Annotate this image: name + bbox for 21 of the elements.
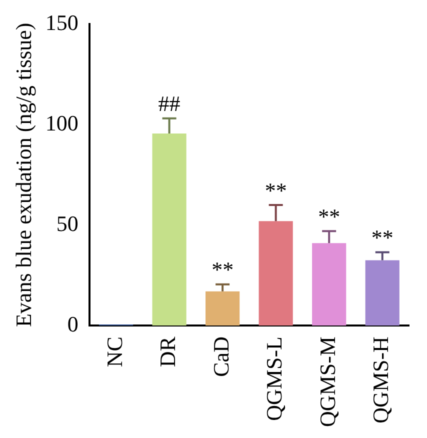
y-tick-label: 50: [56, 210, 78, 236]
annotation: **: [371, 224, 394, 250]
bar: [206, 291, 240, 326]
annotation: **: [264, 178, 287, 203]
y-tick-label: 150: [45, 10, 78, 35]
x-tick-label: QGMS-L: [262, 336, 287, 421]
y-tick-label: 100: [45, 110, 78, 136]
bar: [365, 260, 400, 326]
bar: [312, 243, 346, 326]
x-tick-label: QGMS-M: [314, 336, 340, 428]
bar: [152, 133, 186, 326]
annotation: **: [318, 204, 340, 229]
y-axis-title: Evans blue exudation (ng/g tissue): [10, 22, 36, 328]
x-tick-label: NC: [102, 336, 127, 368]
annotation: ##: [158, 91, 180, 116]
y-tick-label: 0: [67, 311, 78, 336]
annotation: **: [212, 257, 234, 282]
bar: [258, 221, 293, 326]
x-tick-label: QGMS-H: [368, 336, 394, 424]
x-tick-label: DR: [155, 336, 180, 368]
x-tick-label: CaD: [208, 336, 234, 377]
